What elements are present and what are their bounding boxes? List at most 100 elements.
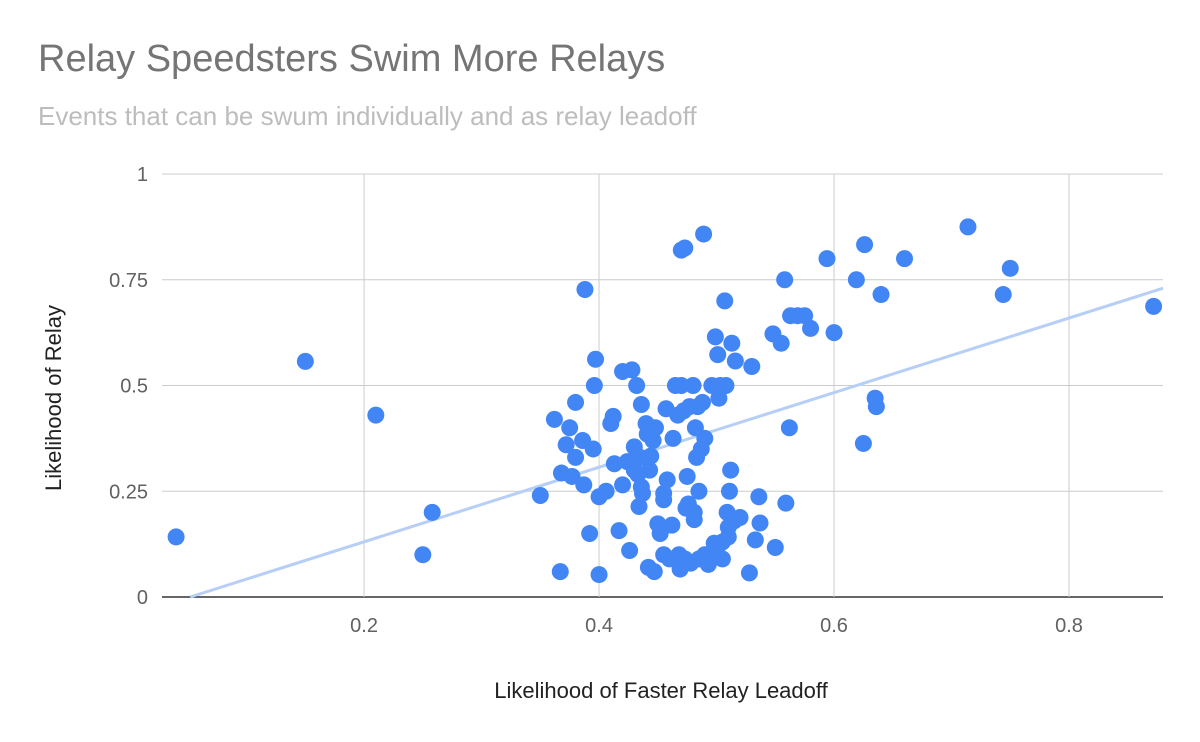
data-point — [766, 539, 784, 557]
data-point — [709, 346, 727, 364]
data-point — [867, 398, 885, 416]
data-point — [414, 546, 432, 564]
data-point — [551, 563, 569, 581]
data-point — [722, 461, 740, 479]
data-point — [604, 407, 622, 425]
data-point — [872, 286, 890, 304]
data-point — [818, 250, 836, 268]
x-tick-label: 0.2 — [350, 615, 378, 637]
data-point — [655, 484, 673, 502]
data-point — [641, 461, 659, 479]
y-tick-label: 0.75 — [109, 270, 148, 292]
data-point — [772, 334, 790, 352]
data-point — [605, 455, 623, 473]
data-point — [563, 467, 581, 485]
data-point — [685, 511, 703, 529]
data-point — [621, 541, 639, 559]
data-points — [167, 218, 1163, 584]
data-point — [684, 377, 702, 394]
data-point — [623, 361, 641, 379]
data-point — [587, 350, 605, 368]
data-point — [720, 482, 738, 500]
data-point — [802, 319, 820, 337]
data-point — [959, 218, 977, 236]
y-tick-label: 0.5 — [120, 376, 148, 398]
data-point — [531, 486, 549, 504]
data-point — [664, 429, 682, 447]
data-point — [646, 419, 664, 437]
data-point — [719, 528, 737, 546]
y-tick-label: 0 — [137, 587, 148, 609]
data-point — [695, 225, 713, 243]
data-point — [296, 352, 314, 370]
data-point — [696, 429, 714, 447]
data-point — [994, 286, 1012, 304]
data-point — [630, 497, 648, 515]
data-point — [676, 239, 694, 257]
tick-labels: 0 0.25 0.5 0.75 1 0.2 0.4 0.6 0.8 — [109, 164, 1083, 637]
data-point — [726, 352, 744, 370]
data-point — [713, 550, 731, 568]
y-axis-label: Likelihood of Relay — [41, 305, 66, 491]
data-point — [634, 484, 652, 502]
data-point — [645, 563, 663, 581]
data-point — [847, 271, 865, 289]
data-point — [777, 494, 795, 512]
data-point — [584, 440, 602, 458]
data-point — [628, 377, 646, 394]
data-point — [751, 514, 769, 532]
x-tick-label: 0.8 — [1055, 615, 1083, 637]
data-point — [567, 448, 585, 466]
data-point — [642, 447, 660, 465]
data-point — [776, 271, 794, 289]
chart-subtitle: Events that can be swum individually and… — [38, 101, 697, 131]
data-point — [750, 488, 768, 506]
y-tick-label: 1 — [137, 164, 148, 186]
data-point — [854, 434, 872, 452]
data-point — [367, 406, 385, 424]
data-point — [576, 280, 594, 298]
data-point — [825, 324, 843, 342]
data-point — [716, 292, 734, 310]
x-tick-label: 0.6 — [820, 615, 848, 637]
y-tick-label: 0.25 — [109, 481, 148, 503]
data-point — [672, 377, 690, 394]
data-point — [167, 528, 185, 546]
data-point — [581, 525, 599, 543]
data-point — [561, 419, 579, 437]
chart-title: Relay Speedsters Swim More Relays — [38, 38, 666, 80]
data-point — [557, 436, 575, 454]
data-point — [856, 236, 874, 254]
data-point — [545, 410, 563, 428]
data-point — [710, 389, 728, 407]
data-point — [575, 476, 593, 494]
data-point — [585, 377, 603, 394]
data-point — [678, 467, 696, 485]
data-point — [717, 377, 735, 394]
data-point — [796, 307, 814, 325]
data-point — [590, 566, 608, 584]
data-point — [597, 482, 615, 500]
data-point — [693, 393, 711, 411]
x-axis-label: Likelihood of Faster Relay Leadoff — [494, 678, 828, 703]
data-point — [658, 471, 676, 489]
data-point — [896, 250, 914, 268]
data-point — [423, 503, 441, 521]
data-point — [731, 508, 749, 526]
data-point — [690, 482, 708, 500]
data-point — [610, 522, 628, 540]
data-point — [1145, 297, 1163, 315]
data-point — [746, 531, 764, 549]
data-point — [743, 357, 761, 375]
data-point — [632, 396, 650, 414]
data-point — [723, 334, 741, 352]
data-point — [663, 516, 681, 534]
data-point — [644, 431, 662, 449]
data-point — [740, 564, 758, 582]
data-point — [614, 476, 632, 494]
data-point — [780, 419, 798, 437]
data-point — [706, 328, 724, 346]
data-point — [1001, 259, 1019, 277]
